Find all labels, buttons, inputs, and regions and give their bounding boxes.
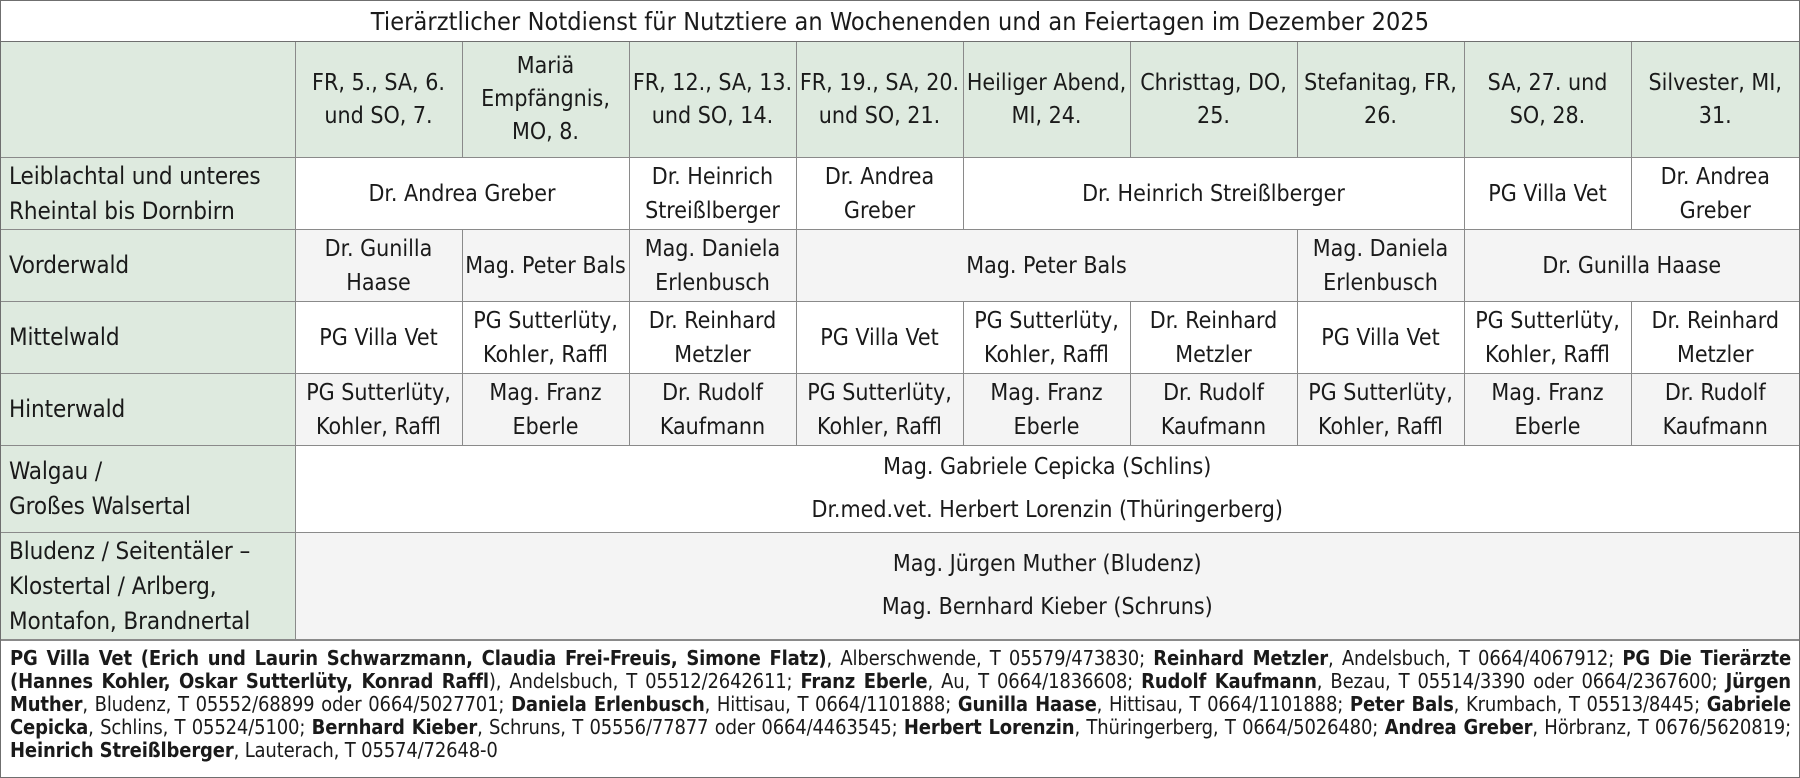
header-row: FR, 5., SA, 6. und SO, 7. Mariä Empfängn… [1,42,1799,158]
contact-details: , Bludenz, T 05552/68899 oder 0664/50277… [82,692,512,716]
row-vorderwald: Vorderwald Dr. Gunilla Haase Mag. Peter … [1,229,1799,302]
column-header: Heiliger Abend, MI, 24. [962,42,1131,158]
duty-cell: PG Sutterlüty, Kohler, Raffl [1463,301,1632,374]
duty-cell: Dr. Reinhard Metzler [1129,301,1298,374]
contact-details: , Andelsbuch, T 0664/4067912; [1328,646,1623,670]
duty-cell: Mag. Franz Eberle [1463,373,1632,446]
contact-details: , Hörbranz, T 0676/5620819; [1532,715,1791,739]
contact-name: Gunilla Haase [957,692,1097,716]
region-label: Walgau / Großes Walsertal [1,445,296,533]
contact-name: Peter Bals [1349,692,1454,716]
column-header: FR, 12., SA, 13. und SO, 14. [628,42,797,158]
contact-name: PG Villa Vet (Erich und Laurin Schwarzma… [10,646,827,670]
region-label: Hinterwald [1,373,296,446]
contact-details: , Hittisau, T 0664/1101888; [1096,692,1350,716]
duty-cell: PG Sutterlüty, Kohler, Raffl [461,301,630,374]
duty-line: Dr.med.vet. Herbert Lorenzin (Thüringerb… [811,497,1283,523]
duty-cell: Dr. Heinrich Streißlberger [628,157,797,230]
row-leiblachtal: Leiblachtal und unteres Rheintal bis Dor… [1,157,1799,230]
duty-cell: Mag. Daniela Erlenbusch [628,229,797,302]
region-label-line: Klostertal / Arlberg, [9,571,217,600]
region-label-line: Bludenz / Seitentäler – [9,536,251,565]
row-hinterwald: Hinterwald PG Sutterlüty, Kohler, Raffl … [1,373,1799,446]
contact-details: , Au, T 0664/1836608; [927,669,1142,693]
duty-cell-wide: Mag. Jürgen Muther (Bludenz) Mag. Bernha… [294,532,1799,640]
contact-name: PG Die Tierärzte (Hannes Kohler, Oskar S… [10,646,1792,693]
schedule-table: FR, 5., SA, 6. und SO, 7. Mariä Empfängn… [1,42,1799,640]
contact-details: ), Andelsbuch, T 05512/2642611; [488,669,801,693]
duty-cell: Dr. Andrea Greber [294,157,630,230]
region-label: Bludenz / Seitentäler – Klostertal / Arl… [1,532,296,640]
row-walgau: Walgau / Großes Walsertal Mag. Gabriele … [1,445,1799,533]
column-header: Stefanitag, FR, 26. [1296,42,1465,158]
column-header: Mariä Empfängnis, MO, 8. [461,42,630,158]
contact-details: , Bezau, T 05514/3390 oder 0664/2367600; [1316,669,1726,693]
contact-details: , Hittisau, T 0664/1101888; [704,692,958,716]
duty-cell: PG Villa Vet [795,301,964,374]
contact-name: Reinhard Metzler [1153,646,1329,670]
region-label-line: Großes Walsertal [9,492,191,520]
contact-name: Jürgen Muther [10,669,1791,716]
row-bludenz: Bludenz / Seitentäler – Klostertal / Arl… [1,532,1799,640]
row-mittelwald: Mittelwald PG Villa Vet PG Sutterlüty, K… [1,301,1799,374]
contact-details: , Lauterach, T 05574/72648-0 [233,738,498,762]
duty-cell: Dr. Reinhard Metzler [628,301,797,374]
duty-cell: PG Villa Vet [294,301,463,374]
column-header: Christtag, DO, 25. [1129,42,1298,158]
region-label-line: Walgau / [9,457,103,485]
region-label: Vorderwald [1,229,296,302]
duty-cell: PG Villa Vet [1296,301,1465,374]
duty-cell: Mag. Franz Eberle [962,373,1131,446]
contact-details: , Schlins, T 05524/5100; [88,715,312,739]
duty-cell: Mag. Daniela Erlenbusch [1296,229,1465,302]
duty-cell: Mag. Peter Bals [461,229,630,302]
region-label-line: Montafon, Brandnertal [9,606,251,635]
duty-cell: Dr. Rudolf Kaufmann [1129,373,1298,446]
duty-line: Mag. Bernhard Kieber (Schruns) [881,594,1213,620]
contact-details: , Krumbach, T 05513/8445; [1453,692,1707,716]
page-title: Tierärztlicher Notdienst für Nutztiere a… [1,1,1799,42]
contact-name: Rudolf Kaufmann [1141,669,1317,693]
duty-cell: PG Sutterlüty, Kohler, Raffl [294,373,463,446]
duty-cell: Dr. Rudolf Kaufmann [628,373,797,446]
contact-name: Daniela Erlenbusch [511,692,705,716]
contact-name: Gabriele Cepicka [10,692,1791,739]
column-header: FR, 19., SA, 20. und SO, 21. [795,42,964,158]
contact-details: , Schruns, T 05556/77877 oder 0664/44635… [477,715,904,739]
duty-cell: Dr. Reinhard Metzler [1630,301,1799,374]
duty-cell: Dr. Heinrich Streißlberger [962,157,1465,230]
header-corner [1,42,296,158]
region-label: Leiblachtal und unteres Rheintal bis Dor… [1,157,296,230]
contact-details: , Thüringerberg, T 0664/5026480; [1074,715,1385,739]
duty-cell: PG Sutterlüty, Kohler, Raffl [962,301,1131,374]
column-header: SA, 27. und SO, 28. [1463,42,1632,158]
contact-name: Franz Eberle [800,669,928,693]
duty-cell: Dr. Andrea Greber [1630,157,1799,230]
contact-name: Andrea Greber [1384,715,1533,739]
contact-footer: PG Villa Vet (Erich und Laurin Schwarzma… [1,640,1799,762]
duty-cell: PG Villa Vet [1463,157,1632,230]
region-label: Mittelwald [1,301,296,374]
contact-name: Bernhard Kieber [311,715,478,739]
duty-cell: PG Sutterlüty, Kohler, Raffl [1296,373,1465,446]
contact-name: Heinrich Streißlberger [10,738,234,762]
duty-cell: Mag. Franz Eberle [461,373,630,446]
duty-line: Mag. Jürgen Muther (Bludenz) [892,551,1202,577]
duty-cell: Mag. Peter Bals [795,229,1298,302]
duty-cell: Dr. Andrea Greber [795,157,964,230]
column-header: FR, 5., SA, 6. und SO, 7. [294,42,463,158]
contact-details: , Alberschwende, T 05579/473830; [826,646,1154,670]
duty-cell: Dr. Gunilla Haase [1463,229,1799,302]
column-header: Silvester, MI, 31. [1630,42,1799,158]
duty-cell: PG Sutterlüty, Kohler, Raffl [795,373,964,446]
duty-cell-wide: Mag. Gabriele Cepicka (Schlins) Dr.med.v… [294,445,1799,533]
duty-cell: Dr. Rudolf Kaufmann [1630,373,1799,446]
contact-name: Herbert Lorenzin [903,715,1075,739]
duty-cell: Dr. Gunilla Haase [294,229,463,302]
duty-line: Mag. Gabriele Cepicka (Schlins) [883,454,1212,480]
